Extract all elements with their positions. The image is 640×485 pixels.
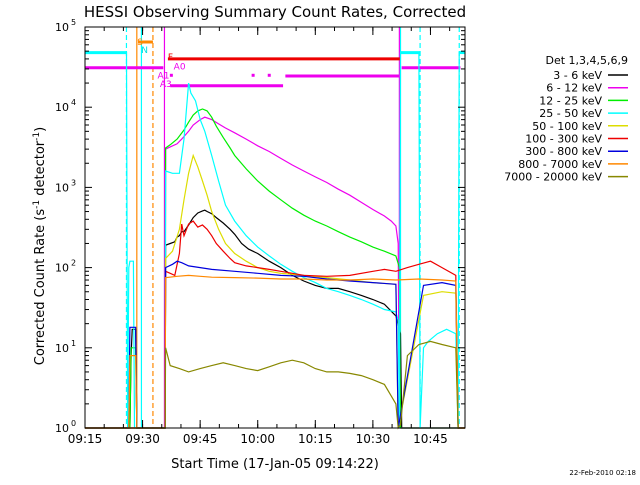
footer-date: 22-Feb-2010 02:18 [569,469,636,477]
legend-label-8: 7000 - 20000 keV [504,171,602,184]
y-tick-label-exp-2: 2 [71,259,76,268]
legend-label-0: 3 - 6 keV [553,69,602,82]
series-line-1 [85,116,465,429]
series-line-2 [85,108,465,429]
x-tick-label-3: 10:00 [240,432,275,446]
x-tick-label-6: 10:45 [413,432,448,446]
y-axis-label: Corrected Count Rate (s-1 detector-1) [32,127,48,365]
x-tick-label-0: 09:15 [68,432,103,446]
x-tick-label-5: 10:30 [356,432,391,446]
y-tick-label-1: 10 [55,342,69,355]
y-axis-label-sup1: -1 [32,200,42,209]
legend-label-7: 800 - 7000 keV [518,158,602,171]
y-tick-label-exp-4: 4 [71,98,76,107]
state-label-2: F [168,53,173,63]
state-label-4: A1 [158,71,170,81]
x-tick-label-1: 09:30 [125,432,160,446]
series-line-7 [85,274,465,429]
legend-label-2: 12 - 25 keV [539,94,602,107]
y-tick-label-0: 10 [55,422,69,435]
legend-title: Det 1,3,4,5,6,9 [545,54,628,67]
legend-label-3: 25 - 50 keV [539,107,602,120]
state-dot-2 [267,73,271,77]
plot-frame [84,26,466,429]
y-tick-label-2: 10 [55,262,69,275]
state-dot-1 [251,73,255,77]
state-label-5: A3 [160,80,172,90]
x-tick-label-4: 10:15 [298,432,333,446]
y-axis-label-sup2: -1 [32,132,42,141]
legend-label-4: 50 - 100 keV [532,120,602,133]
series-line-8 [85,340,465,430]
state-label-0: S [137,38,143,48]
y-tick-label-4: 10 [55,101,69,114]
y-tick-label-3: 10 [55,181,69,194]
state-label-1: N [141,46,148,56]
state-label-3: A0 [174,63,186,73]
y-tick-label-exp-1: 1 [71,339,76,348]
x-axis-label: Start Time (17-Jan-05 09:14:22) [171,457,379,472]
legend-label-5: 100 - 300 keV [525,133,602,146]
state-dot-0 [169,73,173,77]
x-tick-label-2: 09:45 [183,432,218,446]
legend-label-6: 300 - 800 keV [525,145,602,158]
y-axis-label-part1: Corrected Count Rate (s [33,209,48,366]
chart-title: HESSI Observing Summary Count Rates, Cor… [84,3,466,21]
y-axis-label-part3: ) [33,127,48,132]
y-axis-label-part2: detector [33,140,48,200]
y-tick-label-exp-5: 5 [71,18,76,27]
y-tick-label-exp-3: 3 [71,178,76,187]
y-tick-label-exp-0: 0 [71,419,76,428]
y-tick-label-5: 10 [55,21,69,34]
series-line-5 [85,220,465,429]
legend-label-1: 6 - 12 keV [546,82,602,95]
